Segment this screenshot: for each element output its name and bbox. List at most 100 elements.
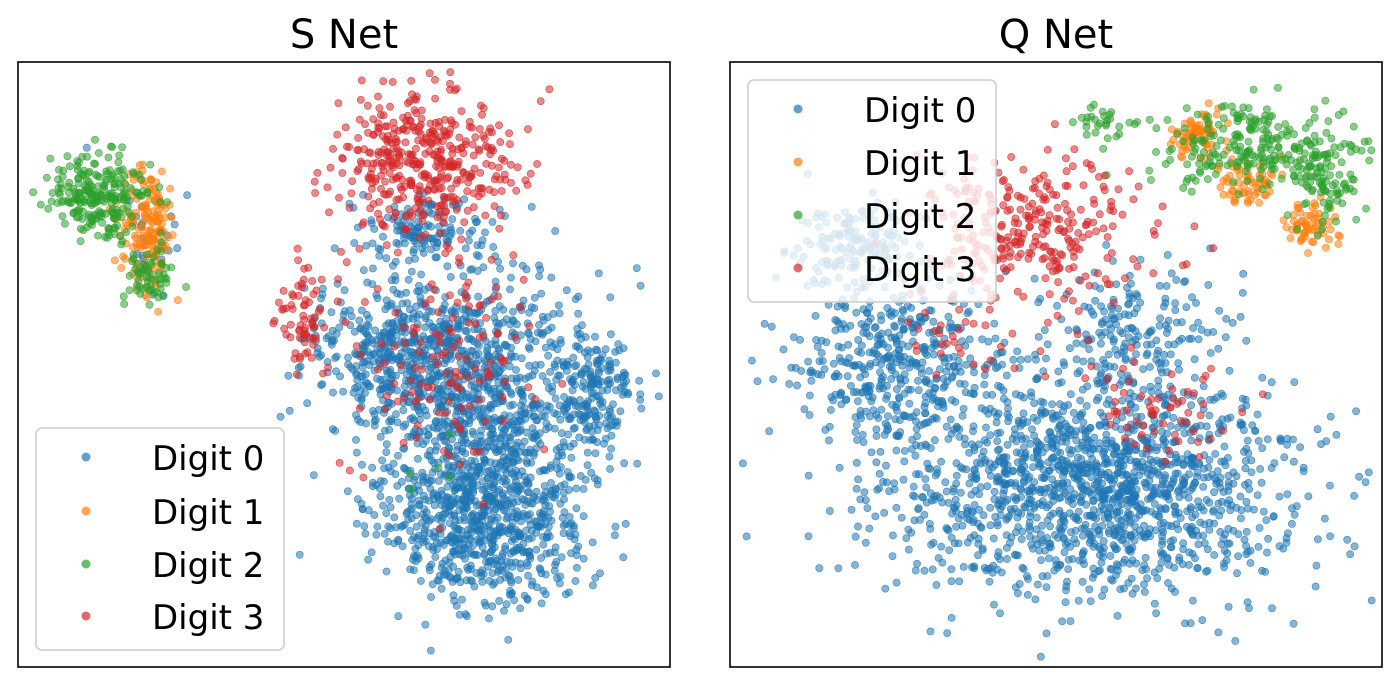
scatter-point	[1292, 502, 1301, 510]
scatter-point	[991, 334, 1000, 343]
scatter-point	[1034, 580, 1042, 589]
scatter-point	[1321, 514, 1329, 523]
scatter-point	[1032, 513, 1041, 522]
scatter-point	[790, 333, 798, 341]
scatter-point	[450, 417, 459, 426]
scatter-point	[529, 493, 538, 502]
scatter-point	[125, 286, 134, 294]
scatter-point	[1048, 400, 1056, 409]
scatter-point	[1054, 424, 1063, 433]
scatter-point	[480, 134, 489, 143]
scatter-point	[546, 461, 555, 470]
scatter-point	[453, 298, 462, 307]
scatter-point	[525, 330, 533, 338]
scatter-point	[929, 317, 938, 326]
scatter-point	[461, 610, 470, 619]
scatter-point	[501, 545, 509, 554]
scatter-point	[1154, 382, 1163, 391]
scatter-point	[432, 162, 440, 171]
scatter-point	[532, 545, 541, 554]
scatter-point	[1141, 553, 1150, 562]
scatter-point	[970, 368, 978, 377]
scatter-point	[568, 378, 576, 387]
scatter-point	[417, 365, 426, 374]
s-net-title: S Net	[290, 12, 398, 58]
scatter-point	[500, 377, 509, 386]
scatter-point	[79, 226, 88, 234]
scatter-point	[379, 111, 388, 120]
scatter-point	[468, 265, 476, 273]
scatter-point	[471, 214, 479, 223]
scatter-point	[1179, 459, 1188, 468]
scatter-point	[442, 369, 451, 377]
scatter-point	[1035, 462, 1044, 471]
scatter-point	[1033, 540, 1042, 548]
scatter-point	[602, 434, 610, 443]
scatter-point	[406, 565, 415, 574]
scatter-point	[389, 144, 398, 153]
scatter-point	[427, 560, 436, 569]
scatter-point	[470, 473, 479, 482]
scatter-point	[474, 292, 483, 301]
scatter-point	[504, 529, 512, 537]
scatter-point	[952, 522, 960, 531]
scatter-point	[488, 218, 497, 226]
scatter-point	[498, 393, 507, 401]
scatter-point	[428, 476, 436, 485]
scatter-point	[47, 197, 56, 206]
scatter-point	[1167, 584, 1176, 593]
scatter-point	[482, 159, 491, 168]
scatter-point	[324, 363, 332, 372]
scatter-point	[970, 443, 979, 451]
scatter-point	[284, 371, 293, 380]
scatter-point	[843, 372, 852, 381]
scatter-point	[372, 530, 381, 539]
scatter-point	[854, 475, 862, 484]
scatter-point	[470, 364, 479, 373]
scatter-point	[150, 288, 158, 297]
scatter-point	[852, 484, 861, 493]
scatter-point	[449, 342, 458, 351]
scatter-point	[1057, 455, 1066, 464]
scatter-point	[319, 369, 327, 378]
scatter-point	[84, 189, 93, 198]
scatter-point	[125, 271, 134, 280]
scatter-point	[417, 114, 426, 123]
scatter-point	[571, 577, 580, 585]
scatter-point	[960, 380, 969, 389]
scatter-point	[320, 323, 329, 332]
scatter-point	[409, 323, 418, 332]
scatter-point	[596, 396, 604, 404]
scatter-point	[517, 517, 525, 526]
scatter-point	[930, 436, 939, 445]
scatter-point	[1326, 481, 1334, 490]
scatter-point	[433, 213, 442, 222]
scatter-point	[146, 175, 155, 183]
scatter-point	[1288, 520, 1296, 528]
scatter-point	[359, 473, 368, 482]
scatter-point	[537, 554, 545, 562]
scatter-point	[495, 224, 504, 233]
scatter-point	[863, 504, 872, 512]
scatter-point	[1111, 471, 1120, 480]
scatter-point	[1234, 530, 1243, 538]
scatter-point	[487, 255, 496, 264]
scatter-point	[937, 457, 945, 466]
scatter-point	[1275, 542, 1284, 550]
scatter-point	[465, 173, 474, 182]
scatter-point	[558, 379, 567, 388]
scatter-point	[424, 431, 433, 440]
scatter-point	[69, 208, 78, 217]
scatter-point	[1106, 565, 1115, 573]
scatter-point	[497, 187, 506, 195]
scatter-point	[333, 297, 342, 306]
scatter-point	[167, 263, 176, 272]
scatter-point	[1078, 524, 1086, 533]
scatter-point	[1016, 465, 1025, 473]
scatter-point	[1198, 616, 1207, 624]
scatter-point	[495, 121, 503, 130]
scatter-point	[1275, 492, 1284, 501]
scatter-point	[555, 309, 564, 318]
scatter-point	[1054, 411, 1062, 420]
scatter-point	[395, 352, 404, 361]
